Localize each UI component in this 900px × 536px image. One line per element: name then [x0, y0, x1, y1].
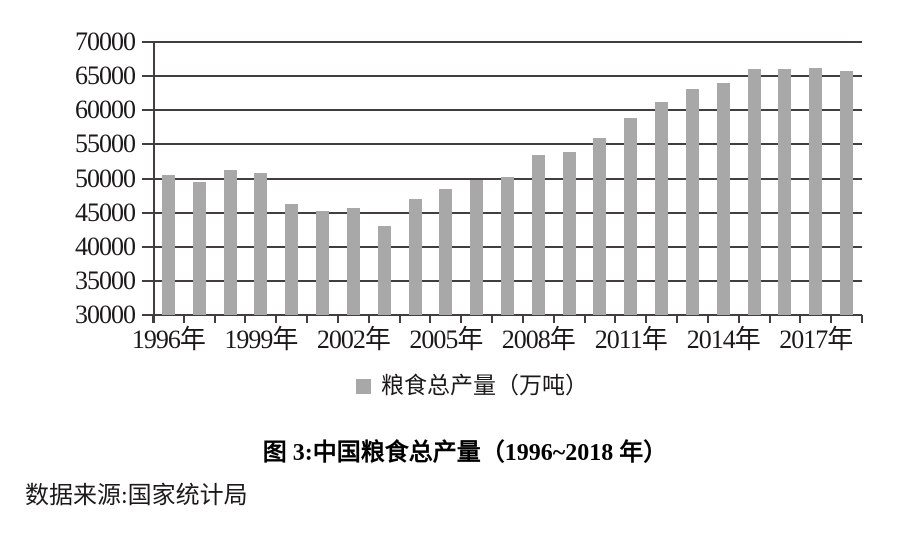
x-axis-tick [830, 315, 833, 323]
bar-2006年 [470, 179, 484, 315]
bar-2015年 [747, 68, 761, 315]
x-axis-tick [645, 315, 648, 323]
bar-1999年 [254, 172, 268, 315]
y-tick-label: 55000 [75, 129, 136, 159]
y-tick-label: 70000 [75, 27, 136, 56]
x-axis-tick [244, 315, 247, 323]
bar-1997年 [192, 182, 206, 315]
x-axis-tick [182, 315, 185, 323]
gridline-30000 [142, 314, 862, 316]
y-tick-label: 50000 [75, 163, 136, 193]
bar-2003年 [377, 225, 391, 315]
bar-1998年 [223, 170, 237, 315]
x-axis-tick [676, 315, 679, 323]
bar-2018年 [840, 70, 854, 315]
x-axis-tick [213, 315, 216, 323]
x-axis-tick [491, 315, 494, 323]
x-tick-label: 1996年 [131, 325, 206, 354]
bar-2011年 [624, 118, 638, 315]
bar-2001年 [316, 210, 330, 315]
legend-label: 粮食总产量（万吨） [381, 373, 588, 398]
x-axis-tick [398, 315, 401, 323]
bar-2000年 [285, 204, 299, 315]
x-axis-tick [429, 315, 432, 323]
bar-2002年 [346, 207, 360, 315]
bar-2007年 [501, 177, 514, 315]
x-axis-tick [861, 315, 863, 323]
bar-2004年 [408, 199, 422, 315]
y-tick-label: 35000 [75, 265, 136, 295]
bar-2012年 [655, 101, 669, 315]
figure-caption: 图 3:中国粮食总产量（1996~2018 年） [262, 440, 668, 466]
x-tick-label: 2008年 [501, 325, 576, 354]
bar-2016年 [778, 68, 792, 315]
y-axis-line [153, 42, 155, 323]
x-axis-tick [706, 315, 709, 323]
x-tick-label: 2002年 [316, 325, 391, 354]
bar-2014年 [716, 83, 730, 315]
x-tick-label: 2005年 [409, 325, 483, 354]
bar-chart-plot-area: 30000 35000 40000 45000 50000 55000 60000 65000… [75, 28, 863, 354]
legend-swatch-icon [356, 378, 371, 394]
gridline-55000 [142, 143, 862, 146]
x-axis-tick [614, 315, 617, 323]
y-tick-label: 40000 [75, 231, 136, 261]
bar-2010年 [593, 138, 607, 315]
gridline-60000 [142, 109, 862, 112]
bar-2017年 [809, 68, 823, 315]
x-axis-tick [521, 315, 524, 323]
bar-2008年 [531, 155, 545, 315]
x-tick-label: 2014年 [686, 325, 761, 354]
x-axis-tick [583, 315, 586, 323]
x-tick-label: 2011年 [594, 325, 668, 354]
x-axis-tick [768, 315, 771, 323]
y-tick-label: 65000 [75, 61, 136, 91]
data-source-note: 数据来源:国家统计局 [25, 483, 248, 509]
gridline-70000 [142, 41, 862, 43]
x-axis-tick [552, 315, 555, 323]
y-tick-label: 30000 [75, 300, 136, 329]
x-axis-tick [152, 315, 154, 323]
x-axis-tick [737, 315, 740, 323]
x-tick-label: 1999年 [224, 325, 298, 354]
x-axis-tick [336, 315, 339, 323]
y-tick-label: 45000 [75, 197, 136, 227]
bar-2009年 [562, 151, 576, 315]
y-tick-label: 60000 [75, 95, 136, 125]
x-axis-tick [799, 315, 802, 323]
x-axis-tick [367, 315, 370, 323]
bar-2005年 [439, 189, 453, 315]
x-axis-tick [275, 315, 278, 323]
x-axis-tick [460, 315, 463, 323]
x-tick-label: 2017年 [779, 325, 853, 354]
legend: 粮食总产量（万吨） [356, 373, 588, 399]
gridline-65000 [142, 75, 862, 78]
x-axis-tick [306, 315, 309, 323]
bar-1996年 [161, 175, 175, 315]
bar-2013年 [685, 89, 699, 315]
